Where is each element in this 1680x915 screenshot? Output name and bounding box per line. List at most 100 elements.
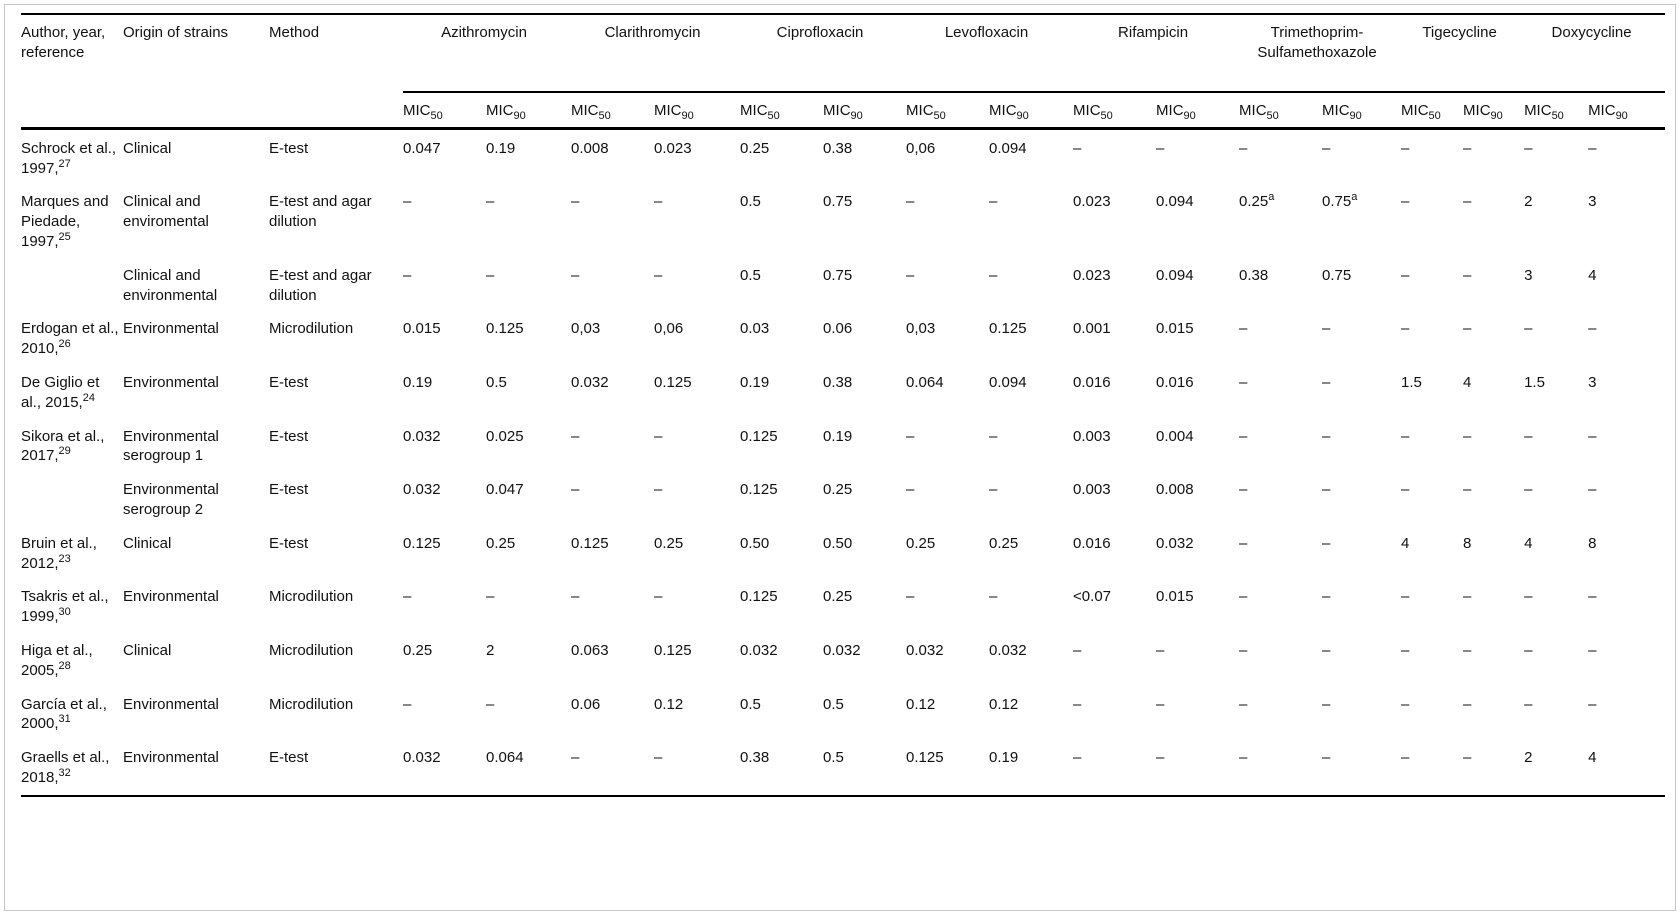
mic-value-cell: –: [1073, 749, 1082, 767]
mic-table: Author, year, reference Origin of strains…: [21, 13, 1666, 797]
mic-value-cell: 0.032: [989, 641, 1027, 659]
mic-value-cell: 0.032: [403, 427, 441, 445]
origin-cell: Environmental: [123, 749, 219, 767]
mic-value-cell: 0.016: [1073, 373, 1111, 391]
header-group-row: Author, year, reference Origin of strains…: [21, 14, 1666, 130]
mic-value-cell: –: [1239, 641, 1248, 659]
method-cell: E-test: [269, 534, 309, 552]
mic-value-cell: 0.38: [1239, 266, 1269, 284]
mic-value-cell: 0.12: [906, 695, 936, 713]
mic-value-cell: –: [1401, 320, 1410, 338]
mic-value-cell: 0.023: [654, 139, 692, 157]
method-cell: E-test: [269, 749, 309, 767]
mic-value-cell: 0.125: [486, 320, 524, 338]
author-cell: Erdogan et al., 2010,26: [21, 320, 119, 358]
mic-value-cell: –: [1322, 320, 1331, 338]
mic-value-cell: –: [1524, 320, 1533, 338]
author-cell: Sikora et al., 2017,29: [21, 427, 105, 465]
mic-value-cell: 0.75: [1322, 266, 1352, 284]
mic-value-cell: 2: [1524, 749, 1533, 767]
author-cell: Marques and Piedade, 1997,25: [21, 193, 109, 250]
mic50-subheader: MIC50: [571, 92, 655, 130]
mic-value-cell: –: [1401, 641, 1410, 659]
mic-value-cell: 0.25: [654, 534, 684, 552]
mic-value-cell: 0.032: [823, 641, 861, 659]
mic-value-cell: –: [1588, 427, 1597, 445]
method-cell: Microdilution: [269, 695, 354, 713]
mic-value-cell: 0,06: [906, 139, 936, 157]
mic-value-cell: –: [906, 427, 915, 445]
origin-cell: Clinical: [123, 139, 172, 157]
mic-value-cell: –: [1322, 373, 1331, 391]
mic-value-cell: –: [1239, 749, 1248, 767]
mic-value-cell: –: [571, 266, 580, 284]
mic-value-cell: –: [403, 588, 412, 606]
origin-cell: Environmental: [123, 588, 219, 606]
mic-value-cell: –: [1401, 139, 1410, 157]
author-cell: Schrock et al., 1997,27: [21, 139, 117, 177]
mic-value-cell: 0.125: [571, 534, 609, 552]
origin-cell: Environmental serogroup 2: [123, 481, 219, 518]
mic-value-cell: –: [1524, 427, 1533, 445]
table-row: Tsakris et al., 1999,30 Environmental Micr…: [21, 580, 1665, 634]
mic-value-cell: –: [571, 427, 580, 445]
mic-value-cell: 0.047: [403, 139, 441, 157]
method-cell: E-test: [269, 481, 309, 499]
mic90-subheader: MIC90: [989, 92, 1074, 130]
table-frame: Author, year, reference Origin of strains…: [4, 4, 1676, 911]
table-row: García et al., 2000,31 Environmental Micro…: [21, 688, 1665, 742]
table-row: Marques and Piedade, 1997,25 Clinical and…: [21, 185, 1665, 258]
antibiotic-group-header: Rifampicin: [1073, 14, 1240, 93]
mic-value-cell: 0.19: [740, 373, 770, 391]
mic-value-cell: –: [654, 266, 663, 284]
mic-value-cell: –: [1239, 320, 1248, 338]
author-cell: García et al., 2000,31: [21, 695, 107, 733]
mic-value-cell: –: [1239, 139, 1248, 157]
method-cell: Microdilution: [269, 320, 354, 338]
mic-value-cell: –: [571, 481, 580, 499]
mic-value-cell: 0.015: [1156, 320, 1194, 338]
mic-value-cell: –: [571, 193, 580, 211]
mic-value-cell: 0.03: [740, 320, 770, 338]
mic-value-cell: 0.016: [1156, 373, 1194, 391]
table-row: Schrock et al., 1997,27 Clinical E-test 0.0…: [21, 128, 1665, 185]
table-row: Graells et al., 2018,32 Environmental E-te…: [21, 741, 1665, 796]
mic-value-cell: –: [1322, 534, 1331, 552]
mic90-subheader: MIC90: [654, 92, 741, 130]
mic-value-cell: 0.125: [906, 749, 944, 767]
origin-cell: Environmental: [123, 373, 219, 391]
table-row: Environmental serogroup 2 E-test 0.032 0.04…: [21, 473, 1665, 527]
mic-value-cell: 0.032: [1156, 534, 1194, 552]
mic-value-cell: 3: [1524, 266, 1533, 284]
method-cell: E-test and agar dilution: [269, 266, 372, 304]
mic-value-cell: –: [403, 266, 412, 284]
antibiotic-group-header: Clarithromycin: [571, 14, 741, 93]
mic-value-cell: 0.5: [486, 373, 507, 391]
origin-cell: Environmental: [123, 695, 219, 713]
mic-value-cell: 0.125: [654, 373, 692, 391]
mic-value-cell: 2: [1524, 193, 1533, 211]
mic-value-cell: 0.032: [403, 749, 441, 767]
mic90-subheader: MIC90: [823, 92, 907, 130]
mic-value-cell: –: [1322, 139, 1331, 157]
method-cell: Microdilution: [269, 588, 354, 606]
origin-of-strains-header: Origin of strains: [123, 14, 269, 130]
author-year-reference-header: Author, year, reference: [21, 14, 123, 130]
mic-value-cell: 0.5: [740, 695, 761, 713]
mic-value-cell: 8: [1463, 534, 1472, 552]
mic-value-cell: 0.015: [1156, 588, 1194, 606]
mic-value-cell: 0.125: [654, 641, 692, 659]
mic-value-cell: –: [654, 588, 663, 606]
author-cell: Higa et al., 2005,28: [21, 641, 93, 679]
mic-value-cell: 0.25: [486, 534, 516, 552]
mic-value-cell: 0.12: [989, 695, 1019, 713]
mic-value-cell: –: [1073, 139, 1082, 157]
origin-cell: Clinical and environmental: [123, 266, 218, 304]
mic-value-cell: 0,03: [571, 320, 601, 338]
mic-value-cell: –: [1588, 641, 1597, 659]
mic-value-cell: 0.094: [989, 139, 1027, 157]
antibiotic-group-header: Ciprofloxacin: [740, 14, 907, 93]
mic-value-cell: –: [486, 193, 495, 211]
mic-value-cell: –: [1463, 320, 1472, 338]
mic-value-cell: –: [989, 481, 998, 499]
